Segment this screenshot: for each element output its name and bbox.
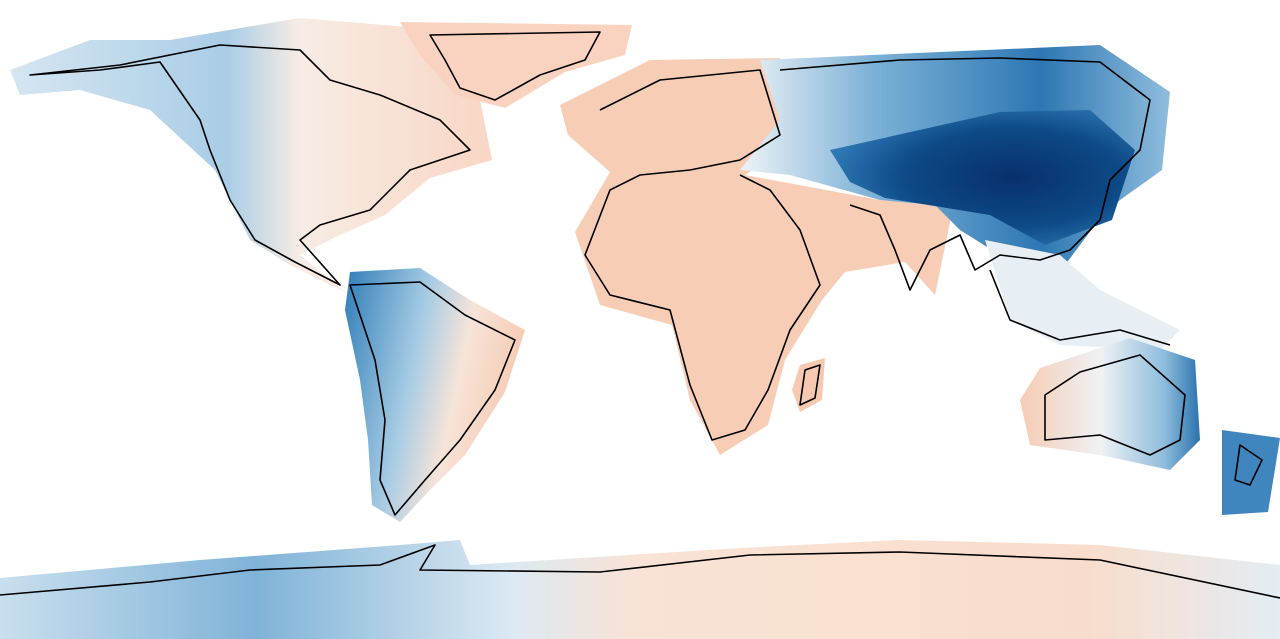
new-zealand	[1222, 430, 1280, 515]
coast-europe-africa	[584, 69, 821, 441]
antarctica	[0, 540, 1280, 639]
coast-madagascar	[799, 364, 821, 406]
greenland	[400, 22, 632, 108]
coast-antarctica	[0, 544, 1280, 599]
coast-north-america	[29, 44, 471, 286]
south-america	[345, 268, 525, 522]
north-america	[10, 18, 492, 292]
coast-new-zealand	[1234, 444, 1263, 486]
coast-australia	[1044, 354, 1186, 456]
coast-asia	[779, 57, 1151, 291]
southeast-asia	[985, 240, 1180, 350]
coast-southeast-asia	[989, 269, 1171, 346]
europe-africa	[560, 58, 955, 455]
australia	[1020, 338, 1200, 470]
coastlines	[0, 31, 1280, 599]
coast-south-america	[349, 281, 516, 516]
china-core	[830, 110, 1135, 245]
coast-greenland	[429, 31, 601, 101]
